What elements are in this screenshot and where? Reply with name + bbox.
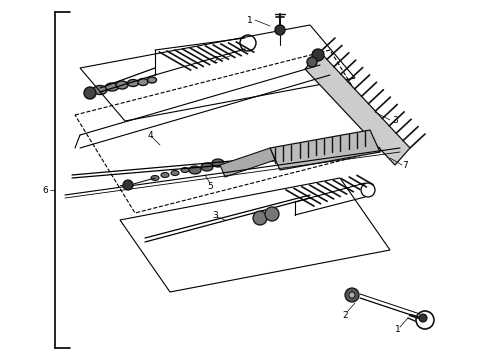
Ellipse shape [116, 81, 128, 89]
Circle shape [312, 49, 324, 61]
Text: 2: 2 [342, 310, 348, 320]
Circle shape [307, 57, 317, 67]
Text: 1: 1 [395, 325, 401, 334]
Text: 3: 3 [212, 211, 218, 220]
Ellipse shape [138, 78, 148, 86]
Ellipse shape [127, 80, 139, 86]
Circle shape [253, 211, 267, 225]
Ellipse shape [147, 77, 156, 83]
Ellipse shape [181, 167, 189, 172]
Text: 1: 1 [247, 15, 253, 24]
Ellipse shape [201, 163, 213, 171]
Text: 6: 6 [42, 185, 48, 194]
Circle shape [275, 25, 285, 35]
Text: 3: 3 [392, 116, 398, 125]
Text: 7: 7 [402, 161, 408, 170]
Ellipse shape [93, 86, 107, 95]
Ellipse shape [151, 176, 159, 180]
Circle shape [84, 87, 96, 99]
Ellipse shape [171, 171, 179, 176]
Ellipse shape [189, 166, 201, 174]
Circle shape [349, 292, 355, 298]
Circle shape [419, 314, 427, 322]
Polygon shape [305, 52, 410, 165]
Polygon shape [220, 148, 275, 177]
Text: 5: 5 [207, 181, 213, 190]
Ellipse shape [212, 159, 224, 167]
Circle shape [265, 207, 279, 221]
Text: 2: 2 [212, 55, 218, 64]
Ellipse shape [105, 83, 119, 91]
Ellipse shape [161, 172, 169, 177]
Text: 4: 4 [147, 131, 153, 140]
Circle shape [123, 180, 133, 190]
Circle shape [345, 288, 359, 302]
Polygon shape [270, 130, 380, 170]
